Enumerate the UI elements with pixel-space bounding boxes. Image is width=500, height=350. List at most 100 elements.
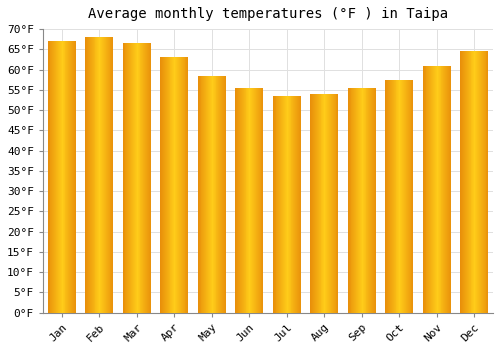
Bar	[311, 94, 312, 313]
Bar	[447, 65, 448, 313]
Bar	[101, 37, 102, 313]
Bar	[362, 88, 364, 313]
Bar	[388, 80, 389, 313]
Bar	[258, 88, 260, 313]
Bar	[140, 43, 141, 313]
Bar	[177, 57, 178, 313]
Bar	[182, 57, 184, 313]
Bar	[283, 96, 284, 313]
Bar	[430, 65, 431, 313]
Bar	[239, 88, 240, 313]
Bar	[390, 80, 391, 313]
Bar	[405, 80, 406, 313]
Bar	[324, 94, 325, 313]
Bar	[470, 51, 472, 313]
Bar	[361, 88, 362, 313]
Bar	[437, 65, 438, 313]
Bar	[402, 80, 403, 313]
Bar	[165, 57, 166, 313]
Bar	[178, 57, 179, 313]
Bar	[348, 88, 350, 313]
Bar	[209, 76, 210, 313]
Bar	[251, 88, 252, 313]
Bar	[240, 88, 241, 313]
Bar	[179, 57, 180, 313]
Bar	[150, 43, 151, 313]
Bar	[449, 65, 450, 313]
Bar	[90, 37, 91, 313]
Bar	[332, 94, 334, 313]
Bar	[210, 76, 211, 313]
Bar	[288, 96, 290, 313]
Bar	[465, 51, 466, 313]
Bar	[274, 96, 276, 313]
Bar	[223, 76, 224, 313]
Bar	[354, 88, 355, 313]
Bar	[135, 43, 136, 313]
Bar	[68, 41, 69, 313]
Bar	[102, 37, 103, 313]
Bar	[218, 76, 220, 313]
Bar	[374, 88, 375, 313]
Bar	[253, 88, 254, 313]
Bar	[372, 88, 373, 313]
Bar	[466, 51, 467, 313]
Bar	[318, 94, 320, 313]
Bar	[325, 94, 326, 313]
Bar	[206, 76, 207, 313]
Bar	[450, 65, 451, 313]
Bar	[257, 88, 258, 313]
Bar	[92, 37, 94, 313]
Bar	[208, 76, 209, 313]
Bar	[394, 80, 396, 313]
Bar	[248, 88, 250, 313]
Bar	[170, 57, 172, 313]
Bar	[262, 88, 264, 313]
Title: Average monthly temperatures (°F ) in Taipa: Average monthly temperatures (°F ) in Ta…	[88, 7, 448, 21]
Bar	[160, 57, 161, 313]
Bar	[86, 37, 87, 313]
Bar	[368, 88, 370, 313]
Bar	[256, 88, 257, 313]
Bar	[401, 80, 402, 313]
Bar	[296, 96, 297, 313]
Bar	[166, 57, 168, 313]
Bar	[392, 80, 394, 313]
Bar	[66, 41, 68, 313]
Bar	[164, 57, 165, 313]
Bar	[329, 94, 330, 313]
Bar	[438, 65, 440, 313]
Bar	[128, 43, 129, 313]
Bar	[462, 51, 463, 313]
Bar	[444, 65, 445, 313]
Bar	[460, 51, 461, 313]
Bar	[85, 37, 86, 313]
Bar	[180, 57, 181, 313]
Bar	[297, 96, 298, 313]
Bar	[299, 96, 300, 313]
Bar	[358, 88, 359, 313]
Bar	[138, 43, 140, 313]
Bar	[69, 41, 70, 313]
Bar	[285, 96, 286, 313]
Bar	[284, 96, 285, 313]
Bar	[56, 41, 57, 313]
Bar	[244, 88, 246, 313]
Bar	[482, 51, 484, 313]
Bar	[99, 37, 100, 313]
Bar	[126, 43, 128, 313]
Bar	[131, 43, 132, 313]
Bar	[352, 88, 354, 313]
Bar	[391, 80, 392, 313]
Bar	[62, 41, 64, 313]
Bar	[327, 94, 328, 313]
Bar	[130, 43, 131, 313]
Bar	[475, 51, 476, 313]
Bar	[48, 41, 50, 313]
Bar	[250, 88, 251, 313]
Bar	[407, 80, 408, 313]
Bar	[287, 96, 288, 313]
Bar	[54, 41, 55, 313]
Bar	[133, 43, 134, 313]
Bar	[422, 65, 424, 313]
